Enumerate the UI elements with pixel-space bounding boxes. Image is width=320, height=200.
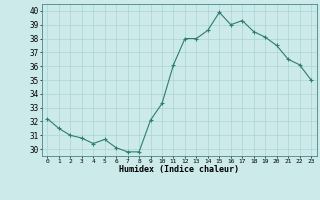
X-axis label: Humidex (Indice chaleur): Humidex (Indice chaleur) (119, 165, 239, 174)
